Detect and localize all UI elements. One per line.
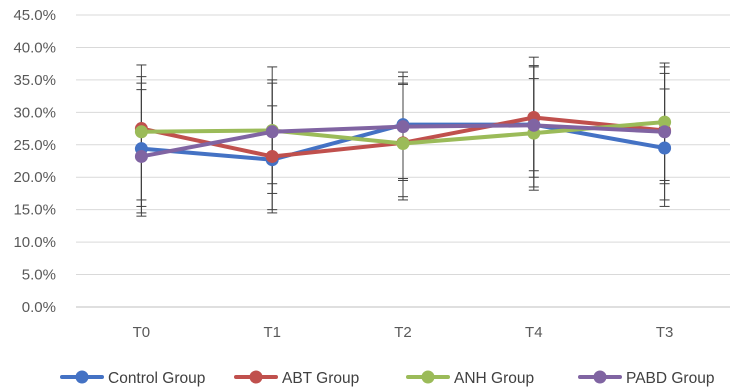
- data-point: [396, 136, 410, 150]
- data-point: [396, 120, 410, 134]
- legend-label: ABT Group: [282, 370, 359, 387]
- x-axis-tick-labels: T0 T1 T2 T4 T3: [133, 324, 674, 341]
- data-point: [265, 125, 279, 139]
- legend-marker: [593, 370, 607, 384]
- x-tick-label: T0: [133, 324, 151, 341]
- x-tick-label: T2: [394, 324, 412, 341]
- y-tick-label: 40.0%: [13, 39, 56, 56]
- error-bars: [136, 56, 670, 217]
- legend-marker: [421, 370, 435, 384]
- legend-label: Control Group: [108, 370, 205, 387]
- x-tick-label: T1: [263, 324, 281, 341]
- legend: Control Group ABT Group ANH Group PABD Grou…: [60, 370, 714, 387]
- series-markers: [134, 111, 672, 167]
- y-tick-label: 25.0%: [13, 137, 56, 154]
- data-point: [658, 115, 672, 129]
- y-tick-label: 0.0%: [22, 299, 56, 316]
- y-tick-label: 30.0%: [13, 104, 56, 121]
- legend-marker: [249, 370, 263, 384]
- data-point: [658, 125, 672, 139]
- data-point: [134, 149, 148, 163]
- x-tick-label: T3: [656, 324, 674, 341]
- y-tick-label: 45.0%: [13, 7, 56, 24]
- y-tick-label: 35.0%: [13, 72, 56, 89]
- data-point: [134, 125, 148, 139]
- data-point: [527, 118, 541, 132]
- y-tick-label: 10.0%: [13, 234, 56, 251]
- y-axis-tick-labels: 0.0% 5.0% 10.0% 15.0% 20.0% 25.0% 30.0% 35.0% 40…: [13, 7, 56, 316]
- y-tick-label: 15.0%: [13, 202, 56, 219]
- data-point: [265, 149, 279, 163]
- x-tick-label: T4: [525, 324, 543, 341]
- y-tick-label: 20.0%: [13, 169, 56, 186]
- legend-label: ANH Group: [454, 370, 534, 387]
- y-tick-label: 5.0%: [22, 267, 56, 284]
- legend-marker: [75, 370, 89, 384]
- data-point: [658, 141, 672, 155]
- legend-label: PABD Group: [626, 370, 714, 387]
